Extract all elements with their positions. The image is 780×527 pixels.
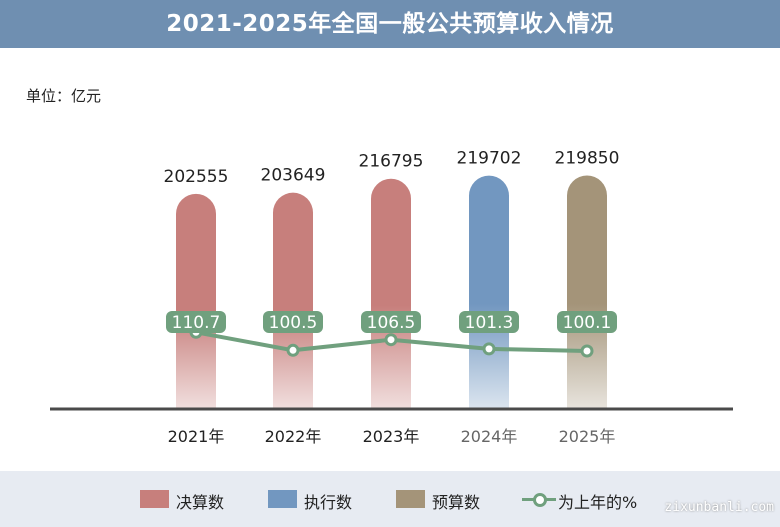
bar-3 <box>371 178 411 409</box>
growth-value-label-3: 106.5 <box>367 313 416 333</box>
x-tick-label-5: 2025年 <box>559 427 616 446</box>
title-bar: 2021-2025年全国一般公共预算收入情况 <box>0 0 780 48</box>
bar-value-label-5: 219850 <box>555 148 620 168</box>
legend-line-marker <box>533 493 547 507</box>
growth-label-box-3 <box>361 311 421 333</box>
legend-swatch-executed <box>268 490 297 508</box>
growth-label-box-1 <box>166 311 226 333</box>
growth-label-box-4 <box>459 311 519 333</box>
legend-swatch-actual <box>140 490 169 508</box>
growth-point-3 <box>384 333 398 347</box>
growth-value-label-5: 100.1 <box>563 313 612 333</box>
bar-value-label-3: 216795 <box>359 152 424 172</box>
chart-area: 110.7 100.5 106.5 101.3 100.1 202555 2021年 203… <box>50 148 733 446</box>
unit-label: 单位：亿元 <box>26 87 102 105</box>
bar-value-label-4: 219702 <box>457 149 522 169</box>
growth-point-4 <box>482 342 496 356</box>
legend-label-growth: 为上年的% <box>558 493 638 512</box>
legend-label-executed: 执行数 <box>304 493 353 512</box>
legend-label-budget: 预算数 <box>432 493 481 512</box>
growth-label-box-5 <box>557 311 617 333</box>
x-tick-label-2: 2022年 <box>265 427 322 446</box>
x-tick-label-4: 2024年 <box>461 427 518 446</box>
chart-title: 2021-2025年全国一般公共预算收入情况 <box>166 11 614 37</box>
growth-value-label-1: 110.7 <box>172 313 221 333</box>
bar-2 <box>273 192 313 409</box>
legend: 决算数 执行数 预算数 为上年的% <box>0 471 780 527</box>
bar-1 <box>176 193 216 409</box>
x-tick-label-3: 2023年 <box>363 427 420 446</box>
legend-label-actual: 决算数 <box>176 493 225 512</box>
growth-value-label-4: 101.3 <box>465 313 514 333</box>
growth-value-label-2: 100.5 <box>269 313 318 333</box>
bar-5 <box>567 175 607 409</box>
growth-label-box-2 <box>263 311 323 333</box>
x-tick-label-1: 2021年 <box>168 427 225 446</box>
watermark: zixunbanli.com <box>664 500 774 515</box>
growth-point-5 <box>580 344 594 358</box>
legend-swatch-budget <box>396 490 425 508</box>
growth-point-2 <box>286 343 300 357</box>
bar-4 <box>469 175 509 409</box>
bar-value-label-1: 202555 <box>164 167 229 187</box>
bar-value-label-2: 203649 <box>261 166 326 186</box>
